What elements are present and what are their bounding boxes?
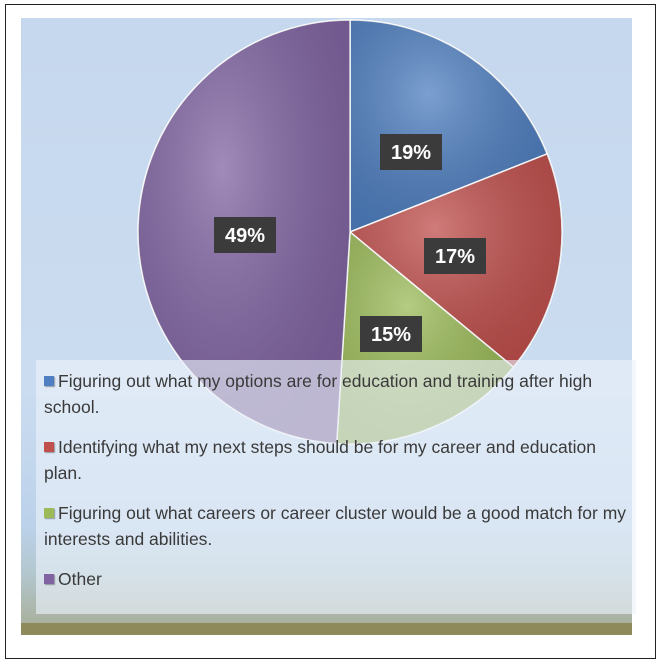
- legend-swatch-4: [44, 574, 54, 584]
- data-label-2: 17%: [435, 246, 475, 268]
- legend-label-2: Identifying what my next steps should be…: [44, 437, 596, 483]
- chart-floor: [21, 623, 632, 635]
- data-label-1: 19%: [391, 142, 431, 164]
- data-label-box-3: [360, 316, 422, 352]
- legend-label-3: Figuring out what careers or career clus…: [44, 503, 627, 549]
- data-label-box-1: [380, 134, 442, 170]
- pie-slice-shade-1: [350, 20, 548, 232]
- legend-item-4: Other: [44, 566, 634, 592]
- legend-label-1: Figuring out what my options are for edu…: [44, 371, 593, 417]
- legend: Figuring out what my options are for edu…: [36, 360, 636, 614]
- data-label-3: 15%: [371, 324, 411, 346]
- data-label-4: 49%: [225, 225, 265, 247]
- data-label-box-4: [214, 217, 276, 253]
- legend-swatch-2: [44, 442, 54, 452]
- legend-item-3: Figuring out what careers or career clus…: [44, 500, 634, 552]
- data-label-box-2: [424, 238, 486, 274]
- legend-item-1: Figuring out what my options are for edu…: [44, 368, 634, 420]
- legend-swatch-3: [44, 508, 54, 518]
- legend-swatch-1: [44, 376, 54, 386]
- legend-item-2: Identifying what my next steps should be…: [44, 434, 634, 486]
- legend-label-4: Other: [58, 569, 102, 589]
